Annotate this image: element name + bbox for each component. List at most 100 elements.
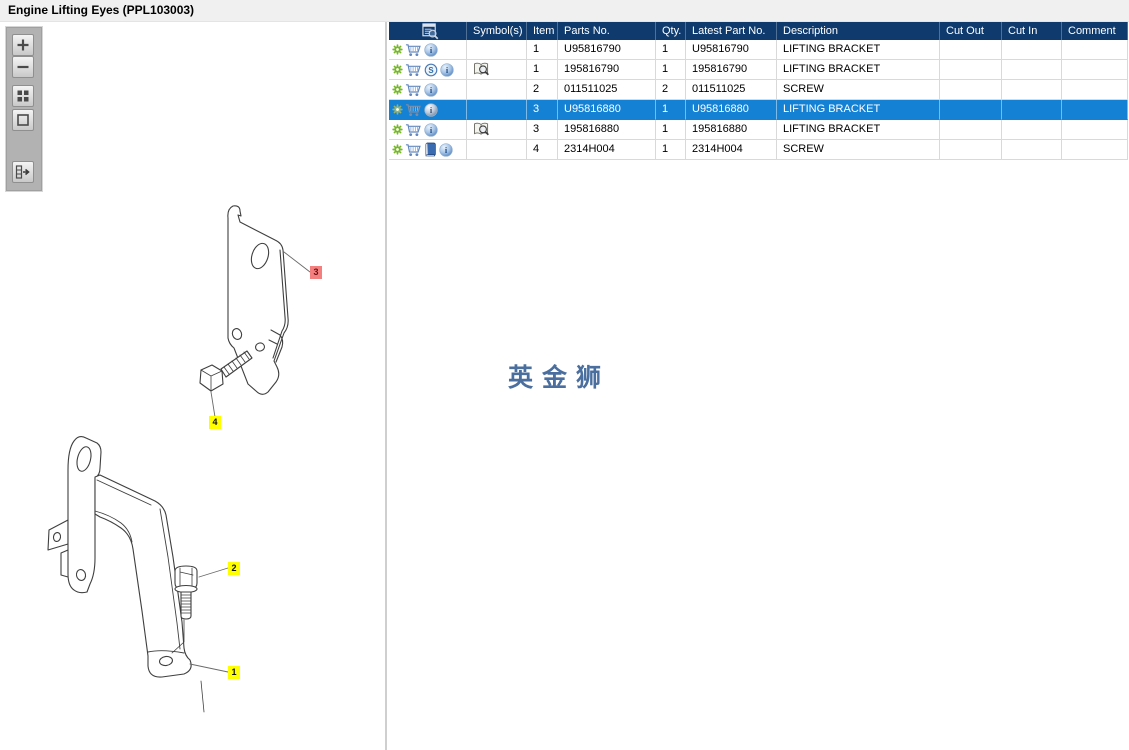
cell-actions: i	[389, 140, 467, 160]
info-icon[interactable]: i	[440, 62, 454, 77]
cell-cut_out	[940, 60, 1002, 80]
callout-4[interactable]: 4	[209, 416, 221, 429]
cell-comment	[1062, 100, 1128, 120]
cell-comment	[1062, 40, 1128, 60]
table-row[interactable]: i 1 U95816790 1 U95816790 LIFTING BRACKET	[389, 40, 1129, 60]
cell-actions: i	[389, 40, 467, 60]
cell-comment	[1062, 120, 1128, 140]
cell-symbols	[467, 80, 527, 100]
fit-view-button[interactable]	[12, 109, 34, 131]
cell-description: LIFTING BRACKET	[777, 100, 940, 120]
svg-text:i: i	[430, 86, 433, 95]
table-header-row: Symbol(s) Item Parts No. Qty. Latest Part No…	[389, 22, 1129, 40]
bolt-item-4	[199, 350, 253, 392]
cell-cut_out	[940, 120, 1002, 140]
bolt-item-2	[171, 565, 198, 654]
svg-text:i: i	[445, 146, 448, 155]
gear-icon[interactable]	[392, 144, 403, 155]
cell-description: LIFTING BRACKET	[777, 60, 940, 80]
zoom-out-button[interactable]	[12, 56, 34, 78]
book-icon[interactable]	[424, 142, 437, 157]
info-icon[interactable]: i	[424, 42, 438, 57]
info-icon[interactable]: i	[439, 142, 453, 157]
cell-latest_part_no: 011511025	[686, 80, 777, 100]
info-icon[interactable]: i	[424, 82, 438, 97]
gear-icon[interactable]	[392, 84, 403, 95]
column-header-qty: Qty.	[656, 22, 686, 40]
leader-line-1	[189, 663, 229, 673]
book-search-icon[interactable]	[473, 122, 490, 137]
cell-comment	[1062, 140, 1128, 160]
table-row[interactable]: i 3 195816880 1 195816880 LIFTING BRACKET	[389, 120, 1129, 140]
s-badge-icon[interactable]: S	[424, 63, 438, 77]
cell-latest_part_no: U95816880	[686, 100, 777, 120]
cell-item: 4	[527, 140, 558, 160]
gear-icon[interactable]	[392, 124, 403, 135]
leader-line-2	[198, 567, 229, 578]
cell-latest_part_no: 195816880	[686, 120, 777, 140]
cart-icon[interactable]	[405, 103, 422, 117]
info-icon[interactable]: i	[424, 122, 438, 137]
cell-item: 2	[527, 80, 558, 100]
column-header-item: Item	[527, 22, 558, 40]
toggle-list-panel-button[interactable]	[12, 161, 34, 183]
svg-text:i: i	[446, 66, 449, 75]
cell-symbols	[467, 60, 527, 80]
svg-text:i: i	[430, 46, 433, 55]
cell-description: SCREW	[777, 80, 940, 100]
column-header-symbols: Symbol(s)	[467, 22, 527, 40]
callout-1[interactable]: 1	[228, 666, 240, 679]
panel-divider[interactable]	[385, 22, 387, 750]
table-row[interactable]: i 4 2314H004 1 2314H004 SCREW	[389, 140, 1129, 160]
gear-icon[interactable]	[392, 64, 403, 75]
parts-diagram[interactable]	[0, 22, 384, 750]
cell-item: 1	[527, 40, 558, 60]
cart-icon[interactable]	[405, 123, 422, 137]
cell-cut_in	[1002, 140, 1062, 160]
tile-view-button[interactable]	[12, 85, 34, 107]
info-icon[interactable]: i	[424, 102, 438, 117]
callout-3[interactable]: 3	[310, 266, 322, 279]
table-row[interactable]: i 3 U95816880 1 U95816880 LIFTING BRACKET	[389, 100, 1129, 120]
cell-parts_no: 2314H004	[558, 140, 656, 160]
cart-icon[interactable]	[405, 63, 422, 77]
cell-qty: 2	[656, 80, 686, 100]
toggle-panel-icon	[15, 165, 30, 179]
zoom-in-icon	[17, 39, 29, 51]
cell-description: SCREW	[777, 140, 940, 160]
column-header-cut_out: Cut Out	[940, 22, 1002, 40]
cell-description: LIFTING BRACKET	[777, 120, 940, 140]
callout-2[interactable]: 2	[228, 562, 240, 575]
cell-parts_no: 011511025	[558, 80, 656, 100]
gear-icon[interactable]	[392, 104, 403, 115]
cell-item: 3	[527, 120, 558, 140]
cell-cut_in	[1002, 120, 1062, 140]
book-search-icon[interactable]	[473, 62, 490, 77]
cell-symbols	[467, 100, 527, 120]
cart-icon[interactable]	[405, 143, 422, 157]
svg-text:i: i	[430, 126, 433, 135]
column-header-latest_part_no: Latest Part No.	[686, 22, 777, 40]
bracket-item-3	[227, 205, 289, 395]
diagram-panel[interactable]	[0, 22, 384, 750]
cart-icon[interactable]	[405, 43, 422, 57]
cell-item: 1	[527, 60, 558, 80]
cell-cut_out	[940, 100, 1002, 120]
parts-table: Symbol(s) Item Parts No. Qty. Latest Part No…	[389, 22, 1129, 160]
cell-latest_part_no: U95816790	[686, 40, 777, 60]
table-row[interactable]: i 2 011511025 2 011511025 SCREW	[389, 80, 1129, 100]
cell-qty: 1	[656, 120, 686, 140]
cell-actions: i	[389, 80, 467, 100]
gear-icon[interactable]	[392, 44, 403, 55]
cart-icon[interactable]	[405, 83, 422, 97]
cell-cut_out	[940, 80, 1002, 100]
zoom-in-button[interactable]	[12, 34, 34, 56]
tile-view-icon	[17, 90, 29, 102]
cell-cut_in	[1002, 80, 1062, 100]
leader-line-4	[210, 391, 216, 418]
cell-symbols	[467, 40, 527, 60]
